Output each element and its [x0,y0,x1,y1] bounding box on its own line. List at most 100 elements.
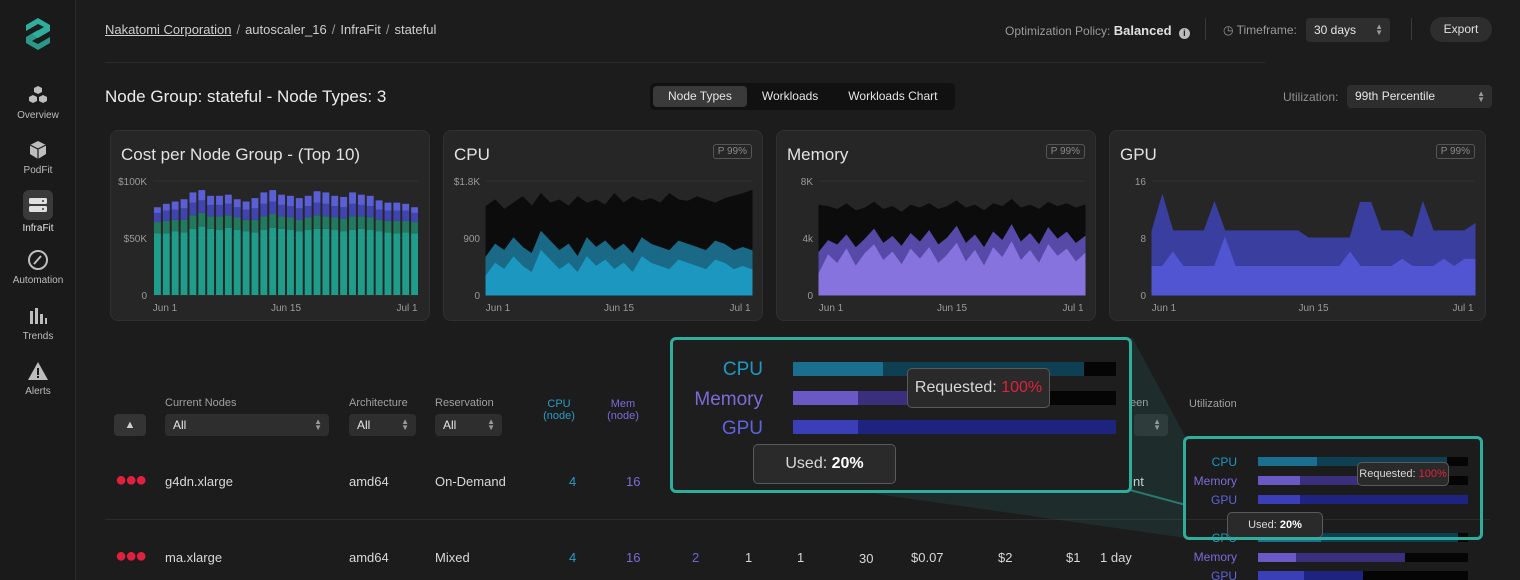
export-button[interactable]: Export [1430,17,1492,42]
cost-bar [260,230,268,295]
cost-bar [331,230,339,295]
node-reservation: Mixed [435,550,470,565]
cost-bar [224,227,232,295]
alert-icon: ▲ [124,419,136,431]
cost-bar [384,202,392,211]
node-col: 1 [797,550,805,565]
nav-podfit-label: PodFit [23,165,53,176]
utilization-select[interactable]: 99th Percentile ▲ ▼ [1347,85,1492,108]
tab-workloads[interactable]: Workloads [761,89,819,103]
cost-bar [357,216,365,229]
cost-bar [322,228,330,295]
x-tick-label: Jun 15 [271,303,301,314]
cost-bar [216,230,223,295]
header-mem[interactable]: Mem (node) [607,398,639,422]
info-icon[interactable]: i [1178,28,1190,39]
y-tick-label: 8K [801,177,814,188]
node-name[interactable]: ma.xlarge [165,550,223,565]
breadcrumb-section[interactable]: InfraFit [340,22,381,37]
cpu-bar[interactable] [1258,457,1468,466]
cost-bar [278,228,285,295]
sidebar: Overview PodFit InfraFit [0,0,76,580]
reservation-filter[interactable]: All ▲ ▼ [435,414,502,436]
zoom-gpu-bar [793,420,1116,434]
cost-bar [322,216,330,229]
cost-bar [375,200,383,210]
x-tick-label: Jul 1 [1452,303,1474,314]
cost-bar [242,219,250,232]
y-tick-label: 0 [474,291,480,302]
logo-icon[interactable] [24,16,52,52]
cost-bar [340,196,348,208]
cost-bar [180,199,188,209]
used-tooltip: Used: 20% [753,444,896,484]
header-reservation: Reservation [435,397,494,409]
x-tick-label: Jun 1 [486,303,511,314]
nav-alerts[interactable]: Alerts [0,360,76,397]
tab-node-types[interactable]: Node Types [653,86,747,107]
nav-trends[interactable]: Trends [0,305,76,342]
nav-automation[interactable]: Automation [0,249,76,286]
cost-bar [304,230,312,295]
cost-bar [393,202,401,211]
cost-bar [171,201,179,210]
cost-bar [233,217,241,231]
select-arrows-icon: ▲ ▼ [1375,22,1383,37]
memory-bar[interactable] [1258,553,1468,562]
nav-infrafit-label: InfraFit [22,223,54,234]
chart-title: GPU [1120,145,1157,164]
cost-bar [340,231,348,295]
zoom-callout: CPU Memory GPU Requested: 100% Used: 20% [670,337,1132,493]
cost-bar [180,219,188,233]
cost-bar [366,230,374,295]
partial-filter[interactable]: ▲ ▼ [1134,414,1168,436]
y-tick-label: 8 [1140,234,1146,245]
cost-bar [251,208,259,220]
alert-filter-button[interactable]: ▲ [114,414,146,436]
cost-bar [295,198,303,209]
breadcrumb-cluster[interactable]: autoscaler_16 [245,22,327,37]
gpu-bar[interactable] [1258,571,1468,580]
nav-podfit[interactable]: PodFit [0,139,76,176]
timeframe-select[interactable]: 30 days ▲ ▼ [1306,18,1390,42]
x-tick-label: Jul 1 [1062,303,1084,314]
cost-bar [180,232,188,295]
breadcrumb-group: stateful [394,22,437,37]
cost-bar [322,203,330,217]
header-cpu[interactable]: CPU (node) [543,398,575,422]
architecture-filter[interactable]: All ▲ ▼ [349,414,416,436]
breadcrumb-org[interactable]: Nakatomi Corporation [105,22,232,37]
cost-bar [366,195,374,207]
nav-alerts-label: Alerts [25,386,51,397]
cost-bar [357,194,365,205]
cost-bar [411,233,418,295]
cost-bar [402,220,410,233]
cost-bar [207,204,215,217]
tab-workloads-chart[interactable]: Workloads Chart [848,89,938,103]
chart-title: Memory [787,145,849,164]
cost-bar [393,210,401,221]
cost-bar [313,215,321,229]
cost-bar [340,207,348,219]
cost-bar [313,202,321,216]
cost-bar [411,212,418,223]
nav-infrafit[interactable]: InfraFit [0,190,76,234]
chart-title: Cost per Node Group - (Top 10) [121,145,361,164]
gpu-bar[interactable] [1258,495,1468,504]
node-cpu: 4 [569,550,577,565]
status-dots-icon: ●●● [115,545,147,567]
series-area [1151,236,1476,296]
zoom-memory-label: Memory [694,389,763,410]
cost-bar [366,206,374,218]
cost-bar [171,231,179,295]
nav-overview[interactable]: Overview [0,84,76,121]
cost-bar [207,216,215,229]
y-tick-label: 0 [1140,291,1146,302]
node-name[interactable]: g4dn.xlarge [165,474,233,489]
node-cost: $0.07 [911,550,944,565]
current-nodes-filter[interactable]: All ▲ ▼ [165,414,329,436]
cost-bar [366,217,374,231]
cost-bar [242,201,250,210]
cost-bar [384,210,392,221]
select-arrows-icon: ▲ ▼ [1153,417,1161,432]
